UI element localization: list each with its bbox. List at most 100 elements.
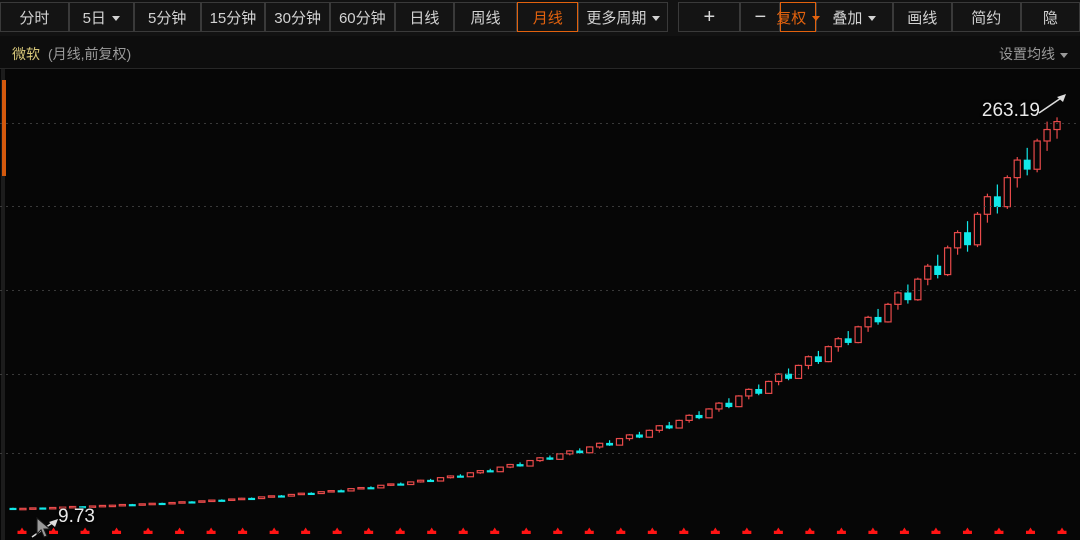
candle: [327, 490, 335, 493]
period-5min-label: 5分钟: [147, 9, 187, 27]
up-arrow-icon: [1038, 94, 1066, 114]
candle: [248, 497, 256, 501]
candle: [68, 505, 77, 509]
candle: [536, 457, 544, 462]
candle: [108, 504, 117, 508]
candle: [804, 355, 813, 370]
period-weekly-label: 周线: [470, 9, 501, 27]
candle: [29, 507, 37, 510]
candle: [595, 442, 604, 449]
gridline-4: [0, 453, 1080, 454]
candle: [874, 308, 882, 325]
candle: [854, 325, 862, 344]
vertical-scrollbar-thumb[interactable]: [2, 80, 6, 176]
period-60min[interactable]: 60分钟: [329, 2, 395, 32]
candle: [1043, 121, 1051, 151]
candle: [317, 491, 325, 495]
candle: [208, 499, 216, 503]
period-fenshi-label: 分时: [19, 9, 50, 27]
zoom-in-button[interactable]: +: [678, 2, 741, 32]
period-5day[interactable]: 5日: [68, 2, 134, 32]
candle: [1013, 157, 1021, 188]
candle: [486, 468, 494, 473]
low-price-label: 9.73: [58, 506, 95, 527]
hide-button-label: 隐: [1042, 9, 1058, 27]
chart-header-bar: 微软 (月线,前复权) 设置均线: [0, 36, 1080, 69]
hide-button[interactable]: 隐: [1020, 2, 1080, 32]
candle: [586, 446, 594, 454]
candle: [934, 254, 942, 279]
set-moving-average-button[interactable]: 设置均线: [999, 44, 1068, 64]
overlay-button[interactable]: 叠加: [816, 2, 893, 32]
candle: [715, 402, 723, 412]
candle: [665, 421, 673, 430]
candle: [407, 481, 415, 486]
candle: [973, 211, 982, 248]
zoom-out-button[interactable]: −: [740, 2, 781, 32]
period-5min[interactable]: 5分钟: [133, 2, 201, 32]
candle: [128, 503, 136, 507]
candle: [188, 501, 196, 504]
candle: [695, 411, 703, 420]
drawline-button[interactable]: 画线: [892, 2, 952, 32]
gridline-3: [0, 374, 1080, 375]
candle: [377, 484, 385, 489]
gridline-1: [0, 206, 1080, 207]
candle: [198, 500, 206, 503]
candle: [864, 315, 872, 332]
candle: [297, 492, 306, 496]
period-15min[interactable]: 15分钟: [200, 2, 266, 32]
candle: [924, 263, 932, 286]
candle: [764, 380, 773, 394]
period-monthly[interactable]: 月线: [517, 2, 579, 32]
candle: [834, 337, 842, 352]
zoom-out-button-label: −: [754, 6, 767, 28]
candle: [257, 496, 266, 500]
candle: [983, 193, 992, 223]
candle: [39, 507, 47, 510]
candle: [178, 501, 186, 504]
gridline-0: [0, 123, 1080, 124]
candle: [138, 503, 146, 506]
candle: [685, 414, 693, 423]
period-weekly[interactable]: 周线: [454, 2, 518, 32]
candlestick-chart[interactable]: 263.19 9.73: [0, 69, 1080, 540]
candle: [357, 486, 365, 490]
stock-name-label: 微软: [12, 46, 40, 62]
candle: [436, 477, 445, 482]
candle: [844, 331, 852, 346]
candle: [943, 245, 952, 277]
candle: [675, 419, 683, 429]
simple-mode-button[interactable]: 简约: [951, 2, 1021, 32]
candle: [884, 302, 892, 323]
more-periods[interactable]: 更多周期: [578, 2, 669, 32]
chevron-down-icon: [868, 15, 877, 21]
candle: [705, 408, 713, 419]
period-30min-label: 30分钟: [274, 9, 321, 27]
period-30min[interactable]: 30分钟: [265, 2, 330, 32]
adjust-button-label: 复权: [776, 9, 807, 27]
candle: [625, 434, 634, 441]
vertical-scrollbar-track[interactable]: [1, 69, 6, 540]
period-5day-label: 5日: [82, 9, 106, 27]
candle: [516, 462, 524, 467]
candle: [1033, 138, 1041, 173]
candle: [526, 459, 534, 467]
candle: [88, 505, 97, 508]
candle: [59, 506, 67, 510]
period-fenshi[interactable]: 分时: [0, 2, 69, 32]
candle: [347, 488, 355, 492]
chevron-down-icon: [111, 15, 120, 21]
period-daily[interactable]: 日线: [394, 2, 454, 32]
candle: [1053, 117, 1061, 139]
candle: [98, 504, 107, 508]
zoom-in-button-label: +: [703, 6, 716, 28]
candle: [427, 478, 435, 483]
candle: [19, 507, 27, 511]
candle: [546, 455, 554, 460]
candle: [387, 483, 395, 487]
chevron-down-icon: [812, 15, 821, 21]
adjust-button[interactable]: 复权: [776, 2, 821, 32]
candle: [953, 230, 962, 255]
